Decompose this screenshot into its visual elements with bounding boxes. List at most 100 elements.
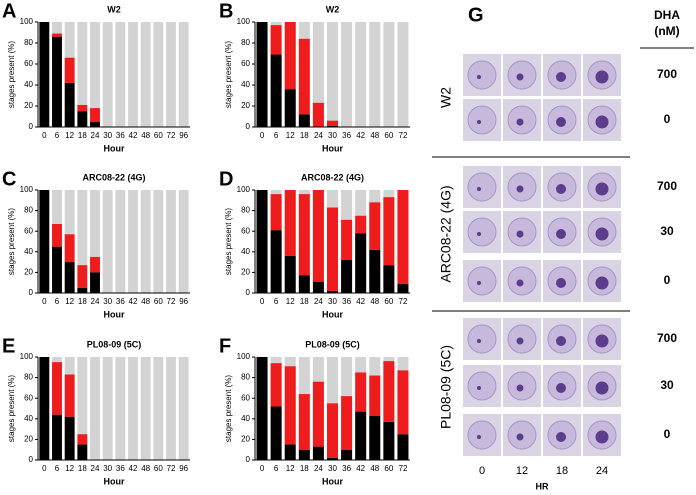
y-tick-label: 0 bbox=[246, 288, 251, 297]
group-label: PL08-09 (5C) bbox=[438, 345, 454, 429]
bar-segment bbox=[327, 457, 338, 460]
bar-segment bbox=[355, 411, 367, 460]
bar-segment bbox=[284, 255, 296, 293]
bar-segment bbox=[77, 287, 88, 293]
parasite bbox=[477, 187, 481, 191]
cell bbox=[467, 172, 497, 202]
bar-segment bbox=[312, 190, 324, 282]
background-bar bbox=[90, 190, 100, 293]
bar-segment bbox=[270, 194, 282, 231]
bar-segment bbox=[383, 197, 395, 266]
cell bbox=[467, 420, 497, 450]
parasite bbox=[477, 339, 481, 343]
bar-segment bbox=[369, 202, 381, 250]
panel-label: D bbox=[219, 168, 233, 190]
x-axis-label: Hour bbox=[104, 309, 125, 319]
y-tick-label: 100 bbox=[237, 185, 251, 194]
dha-header: (nM) bbox=[654, 24, 679, 38]
x-tick-label: 72 bbox=[167, 131, 176, 140]
bar-segment bbox=[298, 275, 310, 293]
bar-segment bbox=[77, 265, 88, 288]
group-label: ARC08-22 (4G) bbox=[438, 185, 454, 282]
panel-label: C bbox=[2, 168, 16, 190]
panel-label: F bbox=[219, 335, 231, 357]
x-tick-label: 36 bbox=[342, 297, 351, 306]
background-bar bbox=[178, 22, 189, 127]
x-tick-label: 30 bbox=[328, 131, 337, 140]
bar-segment bbox=[90, 108, 100, 122]
bar-segment bbox=[270, 25, 282, 55]
x-tick-label: 18 bbox=[300, 297, 309, 306]
bar-segment bbox=[52, 414, 62, 460]
bar-segment bbox=[256, 22, 268, 127]
y-axis-label: stages present (%) bbox=[224, 208, 233, 275]
x-tick-label: 24 bbox=[91, 464, 100, 473]
bar-segment bbox=[383, 361, 395, 422]
x-tick-label: 6 bbox=[55, 297, 60, 306]
y-tick-label: 100 bbox=[20, 352, 34, 361]
bar-segment bbox=[270, 54, 282, 127]
bar-segment bbox=[369, 415, 381, 460]
panel-label: B bbox=[219, 0, 233, 22]
x-tick-label: 18 bbox=[300, 131, 309, 140]
x-tick-label: 18 bbox=[300, 464, 309, 473]
x-tick-label: 0 bbox=[260, 131, 265, 140]
bar-segment bbox=[369, 375, 381, 416]
parasite bbox=[516, 337, 524, 345]
bar-segment bbox=[327, 403, 338, 458]
parasite bbox=[477, 281, 481, 285]
bar-segment bbox=[90, 121, 100, 127]
bar-segment bbox=[77, 111, 88, 127]
background-bar bbox=[383, 22, 395, 127]
bar-segment bbox=[270, 363, 282, 407]
chart-title: PL08-09 (5C) bbox=[87, 339, 142, 349]
bar-segment bbox=[312, 102, 324, 127]
x-tick-label: 48 bbox=[370, 131, 379, 140]
x-tick-label: 12 bbox=[65, 131, 74, 140]
bar-segment bbox=[52, 362, 62, 415]
y-tick-label: 40 bbox=[241, 414, 250, 423]
parasite bbox=[516, 384, 524, 392]
bar-segment bbox=[77, 444, 88, 460]
background-bar bbox=[77, 22, 88, 127]
bar-segment bbox=[64, 82, 75, 127]
y-tick-label: 0 bbox=[29, 455, 34, 464]
bar-segment bbox=[284, 444, 296, 460]
bar-segment bbox=[77, 434, 88, 445]
cell bbox=[467, 60, 497, 90]
background-bar bbox=[77, 357, 88, 460]
bar-segment bbox=[284, 22, 296, 90]
x-tick-label: 30 bbox=[103, 131, 112, 140]
y-tick-label: 60 bbox=[241, 59, 250, 68]
y-tick-label: 80 bbox=[241, 38, 250, 47]
x-tick-label: 72 bbox=[399, 297, 408, 306]
bar-segment bbox=[312, 281, 324, 293]
x-tick-label: 48 bbox=[141, 131, 150, 140]
column-label: 24 bbox=[596, 465, 608, 477]
x-tick-label: 60 bbox=[154, 297, 163, 306]
x-tick-label: 12 bbox=[65, 297, 74, 306]
y-tick-label: 100 bbox=[237, 17, 251, 26]
x-tick-label: 60 bbox=[384, 464, 393, 473]
x-tick-label: 30 bbox=[328, 464, 337, 473]
dose-label: 700 bbox=[657, 331, 677, 345]
y-axis-label: stages present (%) bbox=[224, 41, 233, 108]
bar-segment bbox=[39, 22, 50, 127]
x-tick-label: 42 bbox=[129, 464, 138, 473]
parasite bbox=[556, 432, 566, 442]
parasite bbox=[556, 278, 566, 288]
bar-segment bbox=[341, 396, 353, 450]
y-tick-label: 0 bbox=[246, 455, 251, 464]
background-bar bbox=[115, 190, 126, 293]
x-tick-label: 6 bbox=[274, 131, 279, 140]
x-tick-label: 72 bbox=[399, 131, 408, 140]
y-tick-label: 80 bbox=[241, 373, 250, 382]
bar-segment bbox=[64, 374, 75, 417]
dose-label: 0 bbox=[664, 273, 671, 287]
x-tick-label: 48 bbox=[370, 464, 379, 473]
parasite bbox=[516, 118, 524, 126]
dose-label: 30 bbox=[660, 224, 674, 238]
bar-segment bbox=[341, 449, 353, 460]
x-tick-label: 24 bbox=[314, 297, 323, 306]
y-tick-label: 60 bbox=[241, 226, 250, 235]
